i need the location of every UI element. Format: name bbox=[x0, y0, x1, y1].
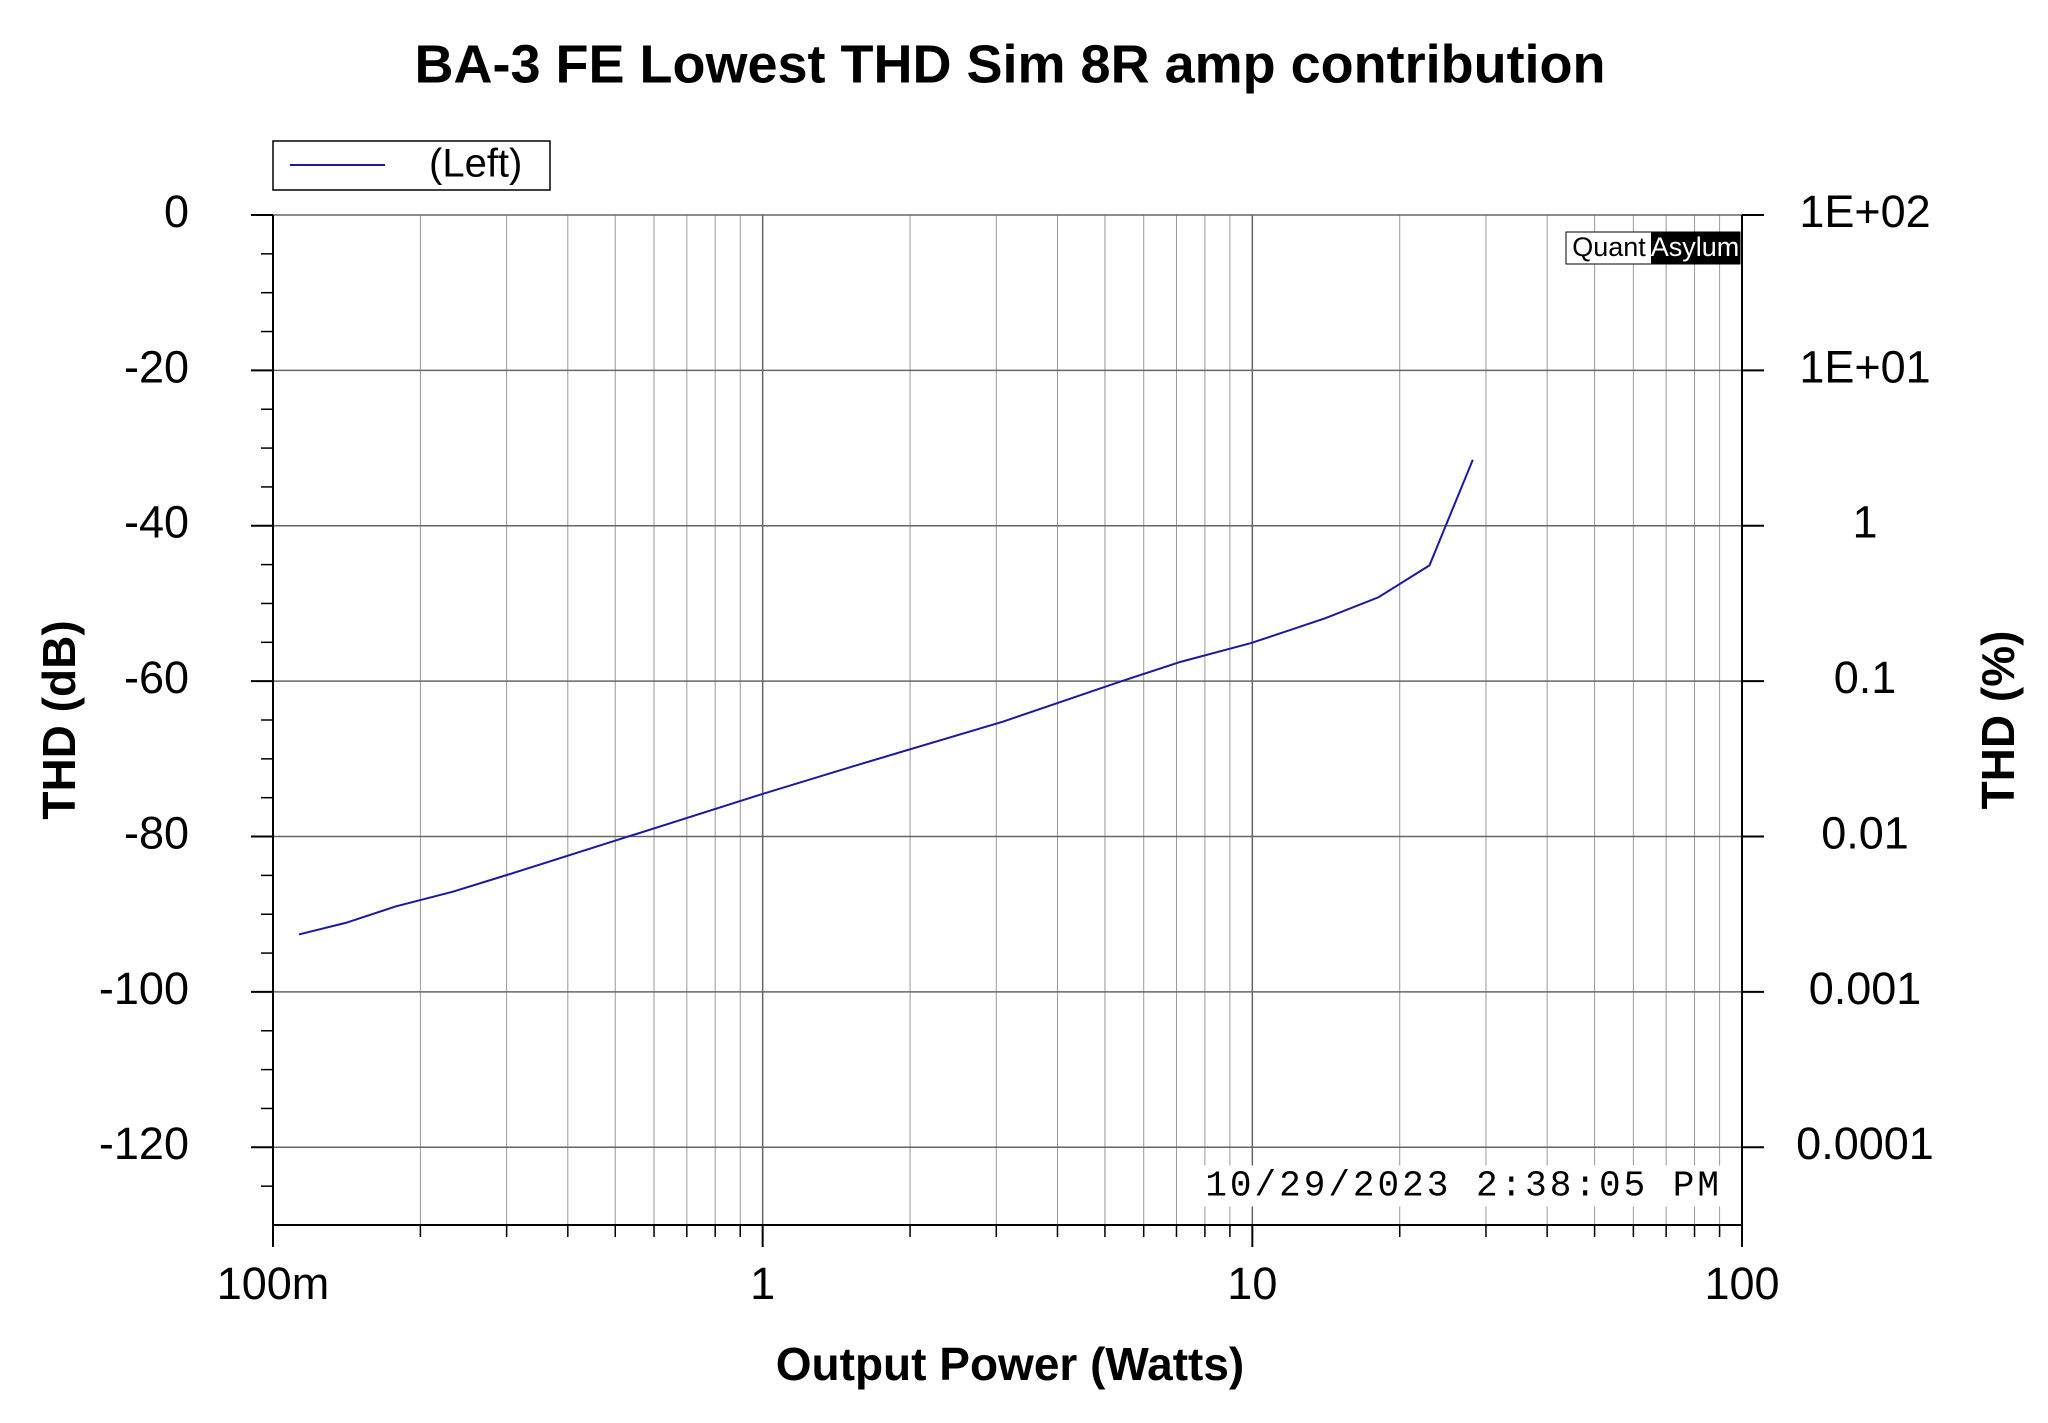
timestamp-bg bbox=[1199, 1165, 1728, 1207]
y-tick-label: -100 bbox=[99, 963, 189, 1014]
watermark-text: Quant bbox=[1572, 232, 1646, 262]
chart-title: BA-3 FE Lowest THD Sim 8R amp contributi… bbox=[414, 34, 1605, 94]
watermark-dark bbox=[1651, 232, 1740, 264]
y-tick-label: -60 bbox=[124, 652, 189, 703]
y-axis-label: THD (dB) bbox=[33, 620, 85, 819]
y-tick-label: -80 bbox=[124, 807, 189, 858]
x-tick-label: 1 bbox=[750, 1258, 775, 1309]
y2-tick-label: 0.1 bbox=[1834, 652, 1897, 703]
x-tick-label: 100m bbox=[217, 1258, 330, 1309]
y2-tick-label: 1 bbox=[1852, 497, 1877, 548]
x-axis-label: Output Power (Watts) bbox=[776, 1338, 1244, 1390]
legend-label: (Left) bbox=[429, 142, 522, 186]
y2-tick-label: 1E+02 bbox=[1799, 186, 1930, 237]
watermark-text: Asylum bbox=[1651, 232, 1740, 262]
timestamp: 10/29/2023 2:38:05 PM bbox=[1205, 1166, 1722, 1207]
y2-tick-label: 0.01 bbox=[1821, 807, 1909, 858]
y2-axis-label: THD (%) bbox=[1972, 631, 2024, 810]
y-tick-label: -40 bbox=[124, 497, 189, 548]
y2-tick-label: 0.001 bbox=[1809, 963, 1922, 1014]
y-tick-label: -120 bbox=[99, 1118, 189, 1169]
y2-tick-label: 0.0001 bbox=[1796, 1118, 1934, 1169]
y-tick-label: -20 bbox=[124, 341, 189, 392]
x-tick-label: 10 bbox=[1227, 1258, 1277, 1309]
data-line bbox=[298, 459, 1474, 936]
x-tick-label: 100 bbox=[1704, 1258, 1779, 1309]
y-tick-label: 0 bbox=[164, 186, 189, 237]
y2-tick-label: 1E+01 bbox=[1799, 341, 1930, 392]
